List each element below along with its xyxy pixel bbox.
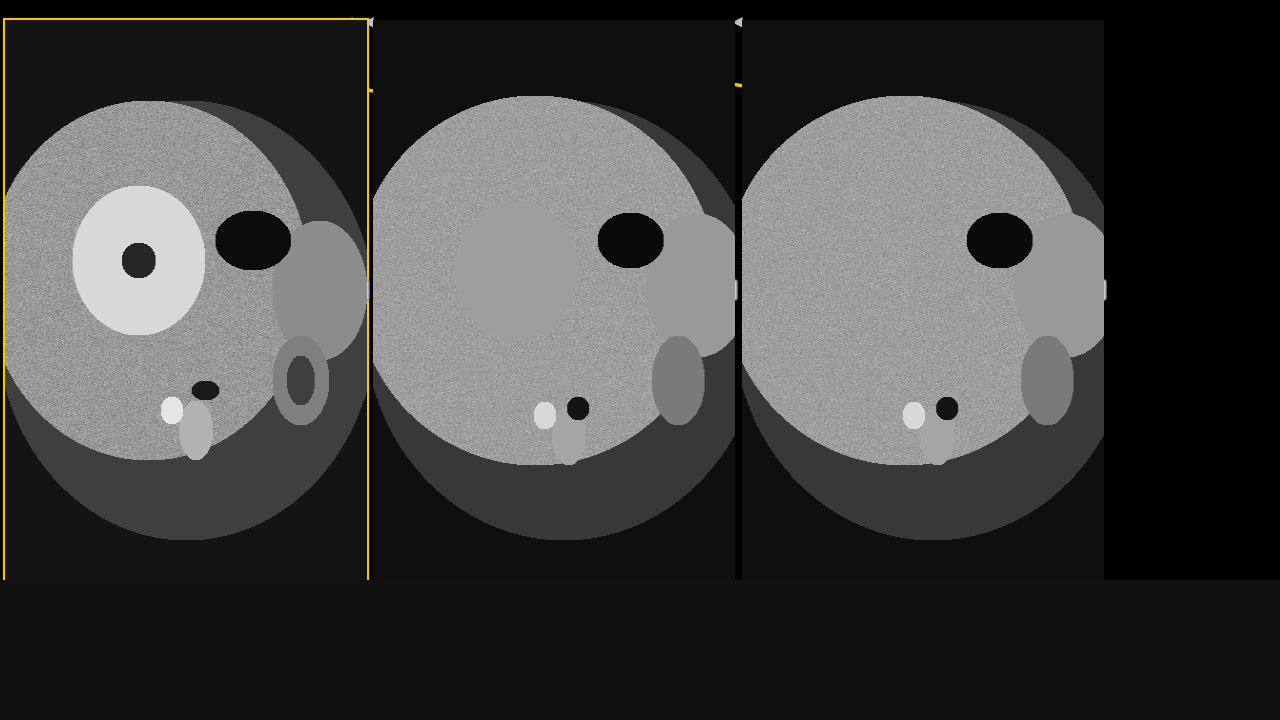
Bar	[168, 547, 178, 557]
Bar	[355, 20, 367, 580]
Bar	[357, 80, 365, 520]
Text: ART: ART	[140, 111, 195, 135]
Bar	[5, 20, 367, 580]
Bar	[536, 547, 547, 557]
Bar	[0, 580, 1280, 720]
Text: ↑↑: ↑↑	[218, 111, 260, 135]
Text: > T2: > T2	[207, 159, 261, 179]
Bar	[918, 547, 928, 557]
Bar	[180, 547, 191, 557]
Bar	[1092, 20, 1103, 580]
Bar	[549, 547, 559, 557]
Bar	[724, 80, 733, 520]
Text: Iso: Iso	[881, 128, 924, 154]
Bar	[1094, 80, 1102, 520]
FancyBboxPatch shape	[1085, 280, 1106, 300]
Text: G2: G2	[820, 126, 858, 150]
Bar	[723, 20, 735, 580]
FancyBboxPatch shape	[717, 280, 737, 300]
FancyBboxPatch shape	[349, 280, 369, 300]
Text: Pv: Pv	[454, 135, 492, 161]
Text: ◀: ◀	[362, 14, 374, 28]
Text: ◀: ◀	[342, 14, 352, 28]
Bar	[905, 547, 915, 557]
Text: ArT: ArT	[55, 118, 111, 151]
Text: 150/↑: 150/↑	[520, 125, 607, 151]
Text: ◀: ◀	[732, 14, 742, 28]
Text: z: z	[905, 345, 923, 374]
